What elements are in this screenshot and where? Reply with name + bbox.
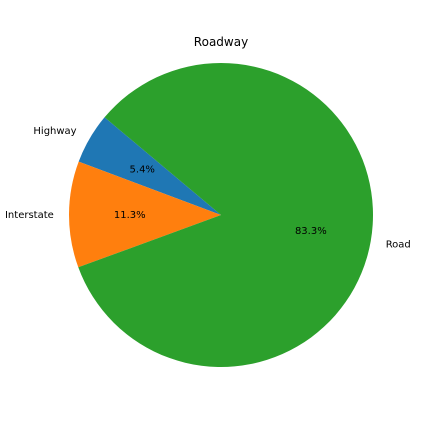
slice-label-highway: Highway	[33, 126, 76, 137]
slice-label-road: Road	[386, 239, 411, 250]
chart-title: Roadway	[194, 35, 248, 49]
pie-labels: Highway 5.4% Interstate 11.3% Road 83.3%	[5, 126, 411, 250]
pct-label-road: 83.3%	[295, 226, 327, 237]
pie-slice-interstate	[69, 161, 221, 268]
pie-slices	[69, 62, 374, 367]
slice-label-interstate: Interstate	[5, 210, 54, 221]
pie-slice-highway	[78, 117, 222, 215]
pct-label-highway: 5.4%	[130, 165, 155, 176]
pct-label-interstate: 11.3%	[114, 210, 146, 221]
pie-slice-road	[78, 62, 374, 367]
